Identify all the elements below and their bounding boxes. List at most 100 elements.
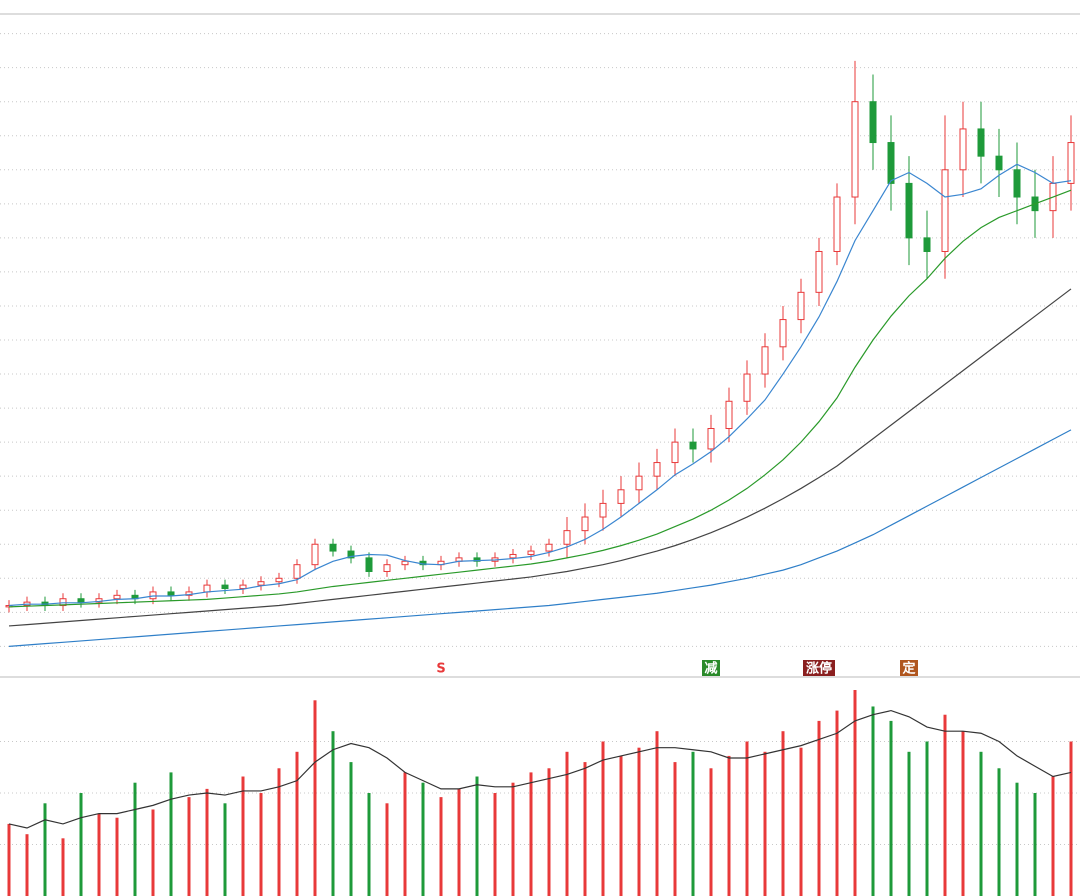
- candle-body: [797, 291, 805, 321]
- candle-body: [1067, 142, 1075, 184]
- volume-bar: [1051, 776, 1055, 896]
- volume-bar: [421, 782, 425, 896]
- volume-bar: [439, 797, 443, 896]
- candle-body: [869, 101, 877, 144]
- candle-body: [167, 591, 175, 596]
- volume-bar: [1033, 793, 1037, 896]
- candle-body: [653, 462, 661, 477]
- volume-bar: [709, 768, 713, 896]
- candle-body: [887, 142, 895, 184]
- volume-bar: [331, 731, 335, 896]
- volume-bar: [745, 741, 749, 896]
- candle-body: [527, 550, 535, 555]
- volume-bar: [475, 776, 479, 896]
- average-line: [8, 163, 1072, 607]
- candle-body: [545, 543, 553, 552]
- candle-body: [905, 182, 913, 239]
- volume-bar: [25, 834, 29, 896]
- volume-bar: [7, 823, 11, 896]
- candle-body: [95, 598, 103, 603]
- average-line: [8, 429, 1072, 647]
- average-line: [8, 288, 1072, 627]
- volume-bar: [817, 720, 821, 896]
- candle-body: [743, 373, 751, 402]
- signal-box: [803, 660, 835, 676]
- signal-label: 涨停: [805, 661, 832, 677]
- volume-bar: [133, 782, 137, 896]
- volume-bar: [259, 793, 263, 896]
- candle-body: [779, 319, 787, 348]
- volume-bar: [997, 768, 1001, 896]
- average-line: [8, 189, 1072, 608]
- volume-bar: [367, 793, 371, 896]
- candle-body: [563, 530, 571, 545]
- candle-body: [311, 543, 319, 566]
- volume-bar: [313, 700, 317, 896]
- volume-bar: [223, 803, 227, 896]
- volume-bar: [241, 776, 245, 896]
- volume-bar: [979, 751, 983, 896]
- volume-bar: [169, 772, 173, 896]
- volume-bar: [601, 741, 605, 896]
- volume-bar: [961, 731, 965, 896]
- volume-bar: [1015, 782, 1019, 896]
- volume-bar: [295, 751, 299, 896]
- candle-body: [833, 196, 841, 252]
- signal-label: S: [436, 662, 445, 677]
- volume-bar: [943, 714, 947, 896]
- volume-bar: [691, 751, 695, 896]
- volume-bar: [151, 809, 155, 896]
- candle-body: [221, 584, 229, 590]
- candle-body: [671, 441, 679, 464]
- candle-body: [815, 250, 823, 293]
- candle-body: [959, 128, 967, 171]
- volume-bar: [583, 762, 587, 896]
- volume-bar: [385, 803, 389, 896]
- candle-body: [995, 155, 1003, 171]
- volume-bar: [79, 793, 83, 896]
- candle-body: [1013, 169, 1021, 198]
- candle-body: [689, 441, 697, 450]
- volume-bar: [457, 788, 461, 896]
- volume-bar: [529, 772, 533, 896]
- candle-body: [347, 550, 355, 559]
- volume-bar: [349, 762, 353, 896]
- candle-body: [113, 594, 121, 600]
- volume-bar: [727, 755, 731, 896]
- volume-bar: [61, 838, 65, 896]
- volume-bar: [673, 762, 677, 896]
- volume-bar: [565, 751, 569, 896]
- volume-bar: [799, 747, 803, 896]
- candle-body: [59, 598, 67, 607]
- volume-bar: [925, 741, 929, 896]
- candle-body: [293, 564, 301, 579]
- candle-body: [329, 543, 337, 552]
- volume-bar: [1069, 741, 1073, 896]
- candle-body: [149, 591, 157, 600]
- volume-bar: [115, 817, 119, 896]
- candle-body: [509, 553, 517, 559]
- candle-body: [203, 584, 211, 593]
- signal-box: [900, 660, 918, 676]
- volume-bar: [907, 751, 911, 896]
- volume-bar: [763, 751, 767, 896]
- candle-body: [923, 237, 931, 252]
- volume-bar: [835, 710, 839, 896]
- candle-body: [635, 475, 643, 491]
- volume-bar: [511, 782, 515, 896]
- volume-bar: [853, 690, 857, 896]
- candle-body: [275, 577, 283, 583]
- volume-bar: [403, 772, 407, 896]
- volume-bar: [97, 813, 101, 896]
- candle-body: [977, 128, 985, 157]
- candle-body: [77, 598, 85, 603]
- average-line: [8, 709, 1072, 829]
- volume-bar: [781, 731, 785, 896]
- candle-body: [239, 584, 247, 590]
- volume-bar: [547, 768, 551, 896]
- volume-bar: [637, 747, 641, 896]
- volume-bar: [619, 755, 623, 896]
- candle-body: [599, 502, 607, 518]
- candle-body: [581, 516, 589, 532]
